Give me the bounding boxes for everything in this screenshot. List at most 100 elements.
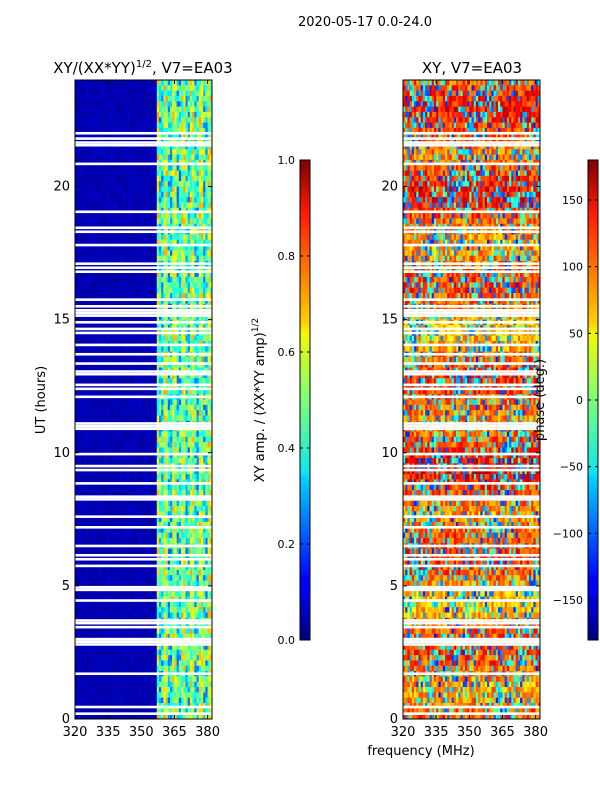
amp-cell (83, 111, 87, 118)
amp-cell (103, 122, 107, 129)
amp-cell (86, 111, 89, 118)
amp-cell (194, 170, 197, 177)
amp-cell (134, 213, 138, 219)
amp-cell (139, 266, 142, 273)
amp-cell (110, 293, 113, 299)
amp-cell (110, 80, 113, 86)
amp-cell (79, 298, 83, 305)
amp-cell (119, 80, 122, 86)
amp-cell (130, 202, 133, 209)
amp-cell (194, 106, 197, 113)
amp-cell (158, 218, 162, 225)
amp-cell (94, 298, 98, 305)
amp-cell (203, 149, 206, 155)
amp-cell (207, 95, 211, 102)
amp-cell (108, 202, 111, 209)
amp-cell (187, 80, 191, 86)
amp-cell (101, 213, 105, 219)
amp-cell (139, 170, 142, 177)
amp-cell (101, 186, 105, 193)
amp-cell (185, 165, 189, 171)
amp-cell (83, 154, 87, 161)
amp-cell (172, 202, 175, 209)
amp-cell (203, 266, 206, 273)
amp-cell (165, 186, 169, 193)
amp-cell (207, 149, 211, 155)
amp-cell (152, 197, 155, 203)
amp-cell (103, 143, 107, 150)
amp-cell (172, 111, 175, 118)
amp-cell (110, 186, 113, 193)
amp-cell (123, 287, 127, 294)
amp-cell (132, 143, 136, 150)
amp-cell (165, 218, 169, 225)
amp-cell (116, 234, 120, 241)
amp-cell (145, 117, 149, 124)
amp-cell (75, 266, 78, 273)
amp-cell (194, 80, 197, 86)
amp-cell (99, 250, 102, 257)
amp-cell (150, 202, 153, 209)
amp-cell (187, 165, 191, 171)
amp-cell (170, 293, 173, 299)
amp-cell (185, 234, 189, 241)
amp-cell (134, 154, 138, 161)
amp-cell (189, 165, 193, 171)
amp-cell (178, 106, 182, 113)
amp-cell (79, 165, 83, 171)
amp-cell (110, 170, 113, 177)
amp-cell (178, 282, 182, 289)
amp-cell (125, 255, 129, 262)
amp-cell (183, 175, 186, 182)
amp-cell (83, 133, 87, 139)
amp-cell (141, 181, 144, 187)
amp-cell (170, 271, 173, 278)
amp-cell (165, 255, 169, 262)
amp-cell (167, 106, 171, 113)
amp-cell (77, 165, 80, 171)
amp-cell (207, 287, 211, 294)
amp-cell (134, 197, 138, 203)
amp-cell (163, 170, 166, 177)
amp-cell (165, 197, 169, 203)
amp-cell (156, 111, 160, 118)
amp-cell (172, 181, 175, 187)
amp-cell (125, 186, 129, 193)
amp-cell (189, 143, 193, 150)
amp-cell (209, 202, 213, 209)
amp-cell (75, 106, 78, 113)
amp-cell (92, 293, 96, 299)
amp-cell (192, 111, 195, 118)
amp-cell (139, 122, 142, 129)
amp-cell (185, 149, 189, 155)
amp-cell (130, 143, 133, 150)
amp-cell (172, 239, 175, 246)
amp-cell (198, 181, 202, 187)
amp-cell (88, 255, 91, 262)
amp-cell (194, 218, 197, 225)
amp-cell (181, 218, 184, 225)
amp-cell (178, 298, 182, 305)
amp-cell (181, 143, 184, 150)
amp-cell (147, 213, 151, 219)
amp-cell (108, 181, 111, 187)
amp-cell (81, 101, 85, 108)
amp-cell (209, 181, 213, 187)
amp-cell (158, 175, 162, 182)
amp-cell (108, 149, 111, 155)
amp-cell (94, 186, 98, 193)
amp-cell (207, 80, 211, 86)
amp-cell (99, 282, 102, 289)
amp-cell (99, 186, 102, 193)
amp-cell (145, 218, 149, 225)
amp-cell (141, 95, 144, 102)
amp-cell (207, 239, 211, 246)
amp-cell (103, 266, 107, 273)
amp-cell (194, 143, 197, 150)
amp-cell (172, 298, 175, 305)
amp-cell (79, 85, 83, 92)
amp-cell (187, 255, 191, 262)
amp-cell (128, 234, 131, 241)
amp-cell (119, 282, 122, 289)
amp-cell (172, 250, 175, 257)
